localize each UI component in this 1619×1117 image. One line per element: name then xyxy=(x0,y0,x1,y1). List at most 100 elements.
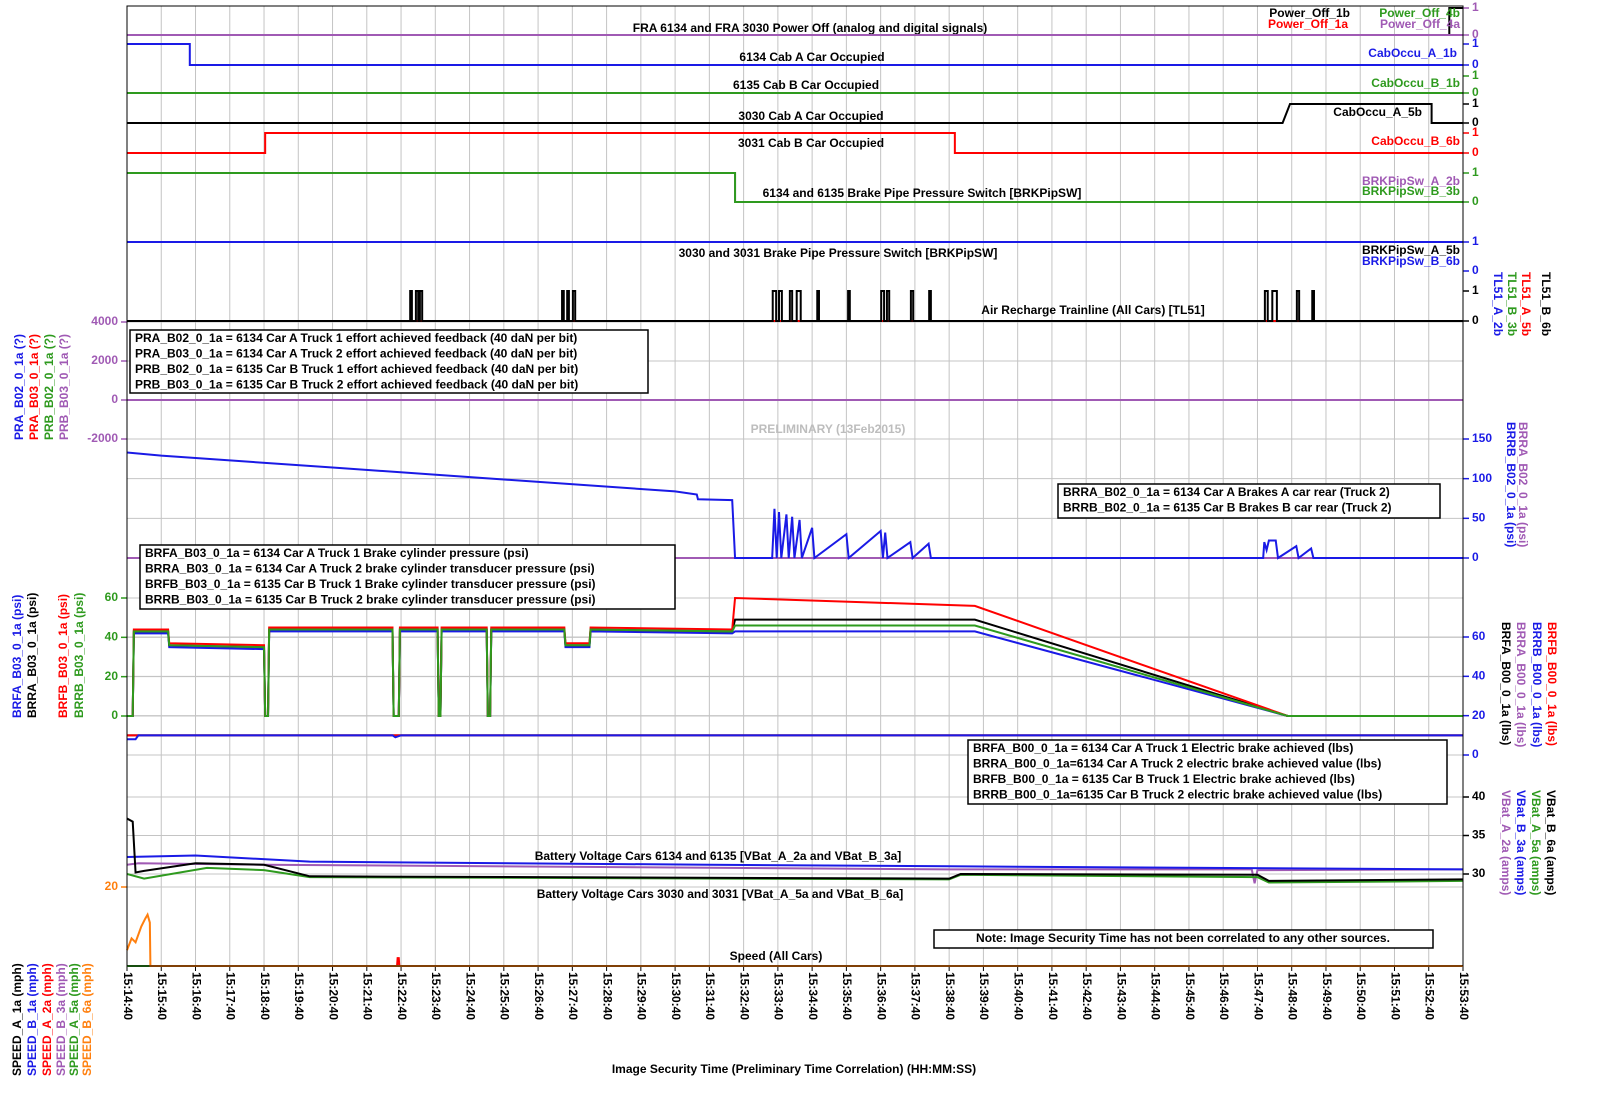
x-tick-label: 15:24:40 xyxy=(463,972,477,1020)
legend-text: PRA_B02_0_1a = 6134 Car A Truck 1 effort… xyxy=(135,331,577,345)
series-label: BRFB_B00_0_1a (lbs) xyxy=(1545,622,1559,746)
legend-text: BRRB_B03_0_1a = 6135 Car B Truck 2 brake… xyxy=(145,593,596,607)
legend-text: BRRA_B00_0_1a=6134 Car A Truck 2 electri… xyxy=(973,757,1381,771)
y-tick-label: 40 xyxy=(105,630,119,644)
series-line xyxy=(127,43,1463,66)
annotation: Note: Image Security Time has not been c… xyxy=(976,931,1390,945)
y-tick-label: 0 xyxy=(1472,57,1479,71)
x-tick-label: 15:15:40 xyxy=(155,972,169,1020)
panel-title: 6134 and 6135 Brake Pipe Pressure Switch… xyxy=(763,186,1082,200)
y-tick-label: 50 xyxy=(1472,511,1486,525)
x-tick-label: 15:28:40 xyxy=(600,972,614,1020)
x-tick-label: 15:44:40 xyxy=(1149,972,1163,1020)
x-tick-label: 15:22:40 xyxy=(395,972,409,1020)
legend-box xyxy=(129,329,649,394)
y-tick-label: 0 xyxy=(111,708,118,722)
y-tick-label: 0 xyxy=(1472,194,1479,208)
legend-text: BRFA_B03_0_1a = 6134 Car A Truck 1 Brake… xyxy=(145,546,529,560)
x-tick-label: 15:25:40 xyxy=(498,972,512,1020)
y-tick-label: 1 xyxy=(1472,283,1479,297)
x-tick-label: 15:39:40 xyxy=(977,972,991,1020)
annotation: Battery Voltage Cars 3030 and 3031 [VBat… xyxy=(537,887,904,901)
panel-title: Air Recharge Trainline (All Cars) [TL51] xyxy=(981,303,1204,317)
x-tick-label: 15:41:40 xyxy=(1046,972,1060,1020)
x-tick-label: 15:38:40 xyxy=(943,972,957,1020)
x-tick-label: 15:51:40 xyxy=(1388,972,1402,1020)
x-tick-label: 15:50:40 xyxy=(1354,972,1368,1020)
x-tick-label: 15:42:40 xyxy=(1080,972,1094,1020)
x-tick-label: 15:36:40 xyxy=(874,972,888,1020)
panel-title: 6135 Cab B Car Occupied xyxy=(733,78,879,92)
panel-title: FRA 6134 and FRA 3030 Power Off (analog … xyxy=(633,21,988,35)
y-tick-label: 0 xyxy=(1472,263,1479,277)
legend-box xyxy=(1057,483,1441,519)
y-tick-label: 2000 xyxy=(91,353,118,367)
y-tick-label: 30 xyxy=(1472,866,1486,880)
series-label: BRKPipSw_B_6b xyxy=(1362,254,1460,268)
y-tick-label: 1 xyxy=(1472,165,1479,179)
series-line xyxy=(126,451,1463,560)
watermark: PRELIMINARY (13Feb2015) xyxy=(751,422,906,436)
x-tick-label: 15:21:40 xyxy=(361,972,375,1020)
series-label: BRFA_B00_0_1a (lbs) xyxy=(1499,622,1513,745)
x-tick-label: 15:32:40 xyxy=(737,972,751,1020)
series-label: PRA_B02_0_1a (?) xyxy=(12,334,26,440)
x-tick-label: 15:40:40 xyxy=(1011,972,1025,1020)
y-tick-label: 100 xyxy=(1472,471,1492,485)
legend-text: BRRA_B02_0_1a = 6134 Car A Brakes A car … xyxy=(1063,485,1390,499)
y-tick-label: 0 xyxy=(111,392,118,406)
x-tick-label: 15:30:40 xyxy=(669,972,683,1020)
x-tick-label: 15:34:40 xyxy=(806,972,820,1020)
series-label: VBat_B_3a (amps) xyxy=(1514,790,1528,895)
x-tick-label: 15:19:40 xyxy=(292,972,306,1020)
x-tick-label: 15:46:40 xyxy=(1217,972,1231,1020)
y-tick-label: 40 xyxy=(1472,789,1486,803)
legend-text: PRB_B02_0_1a = 6135 Car B Truck 1 effort… xyxy=(135,362,578,376)
series-line xyxy=(127,624,1463,717)
x-tick-label: 15:43:40 xyxy=(1114,972,1128,1020)
series-label: BRKPipSw_A_5b xyxy=(1362,243,1460,257)
legend-text: BRFB_B00_0_1a = 6135 Car B Truck 1 Elect… xyxy=(973,772,1355,786)
series-label: Power_Off_1b xyxy=(1269,6,1350,20)
y-tick-label: 150 xyxy=(1472,431,1492,445)
series-label: CabOccu_A_1b xyxy=(1368,46,1457,60)
series-label: BRFB_B03_0_1a (psi) xyxy=(56,594,70,718)
y-tick-label: 4000 xyxy=(91,314,118,328)
panel-title: Speed (All Cars) xyxy=(730,949,823,963)
series-label: BRRB_B02_0_1a (psi) xyxy=(1504,422,1518,547)
x-tick-label: 15:47:40 xyxy=(1251,972,1265,1020)
series-label: PRA_B03_0_1a (?) xyxy=(27,334,41,440)
x-tick-label: 15:14:40 xyxy=(121,972,135,1020)
series-label: SPEED_A_5a (mph) xyxy=(67,963,81,1076)
legend-text: BRFB_B03_0_1a = 6135 Car B Truck 1 Brake… xyxy=(145,577,596,591)
series-label: VBat_B_6a (amps) xyxy=(1544,790,1558,895)
series-label: TL51_B_6b xyxy=(1539,272,1553,336)
series-label: BRRA_B02_0_1a (psi) xyxy=(1516,422,1530,547)
x-tick-label: 15:45:40 xyxy=(1183,972,1197,1020)
x-tick-label: 15:33:40 xyxy=(772,972,786,1020)
y-tick-label: 0 xyxy=(1472,747,1479,761)
y-tick-label: 20 xyxy=(105,879,119,893)
panel-title: 6134 Cab A Car Occupied xyxy=(739,50,884,64)
legend-box xyxy=(967,739,1448,805)
series-label: PRB_B03_0_1a (?) xyxy=(57,334,71,440)
series-line xyxy=(126,817,1464,882)
x-tick-label: 15:53:40 xyxy=(1457,972,1471,1020)
plot-frame xyxy=(126,5,1464,967)
y-tick-label: 60 xyxy=(1472,629,1486,643)
x-tick-label: 15:20:40 xyxy=(326,972,340,1020)
x-tick-label: 15:48:40 xyxy=(1286,972,1300,1020)
series-label: BRRA_B03_0_1a (psi) xyxy=(25,593,39,718)
x-tick-label: 15:52:40 xyxy=(1423,972,1437,1020)
y-tick-label: 1 xyxy=(1472,0,1479,14)
x-axis-label: Image Security Time (Preliminary Time Co… xyxy=(612,1062,976,1076)
y-tick-label: 0 xyxy=(1472,27,1479,41)
series-label: SPEED_B_6a (mph) xyxy=(80,963,94,1076)
panel-title: 3030 and 3031 Brake Pipe Pressure Switch… xyxy=(679,246,998,260)
legend-text: BRRB_B00_0_1a=6135 Car B Truck 2 electri… xyxy=(973,788,1382,802)
series-label: CabOccu_B_1b xyxy=(1371,76,1460,90)
series-line xyxy=(127,734,1463,741)
series-line xyxy=(127,172,1463,203)
series-label: BRFA_B03_0_1a (psi) xyxy=(10,595,24,718)
series-label: BRKPipSw_B_3b xyxy=(1362,184,1460,198)
